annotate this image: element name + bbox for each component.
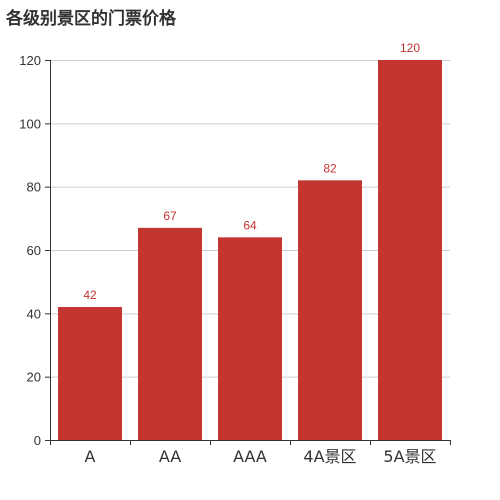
y-tick-label: 0 [34, 433, 41, 448]
x-tick-label: AA [159, 447, 181, 466]
data-label: 42 [83, 288, 97, 302]
y-tick-label: 40 [27, 306, 41, 321]
y-tick-label: 60 [27, 243, 41, 258]
bar [218, 237, 282, 440]
x-tick-label: 5A景区 [383, 447, 436, 466]
y-tick-label: 120 [19, 53, 41, 68]
bars [58, 60, 442, 441]
y-tick-label: 20 [27, 370, 41, 385]
y-tick-label: 100 [19, 116, 41, 131]
x-tick-label: A [85, 447, 96, 466]
x-tick-label: AAA [233, 447, 267, 466]
axes [45, 60, 451, 445]
bar [298, 180, 362, 441]
data-label: 67 [163, 209, 177, 223]
bar [58, 307, 122, 440]
bar [138, 227, 202, 440]
y-tick-label: 80 [27, 180, 41, 195]
data-label: 120 [400, 41, 420, 55]
data-label: 64 [243, 218, 257, 232]
bar [378, 60, 442, 440]
x-tick-label: 4A景区 [303, 447, 356, 466]
data-label: 82 [323, 161, 337, 175]
labels: 0 20 40 60 80 100 120 42 A 67 AA 64 AAA 82 4A景区 120 5A景区 [19, 41, 436, 466]
chart-title: 各级别景区的门票价格 [6, 9, 176, 29]
